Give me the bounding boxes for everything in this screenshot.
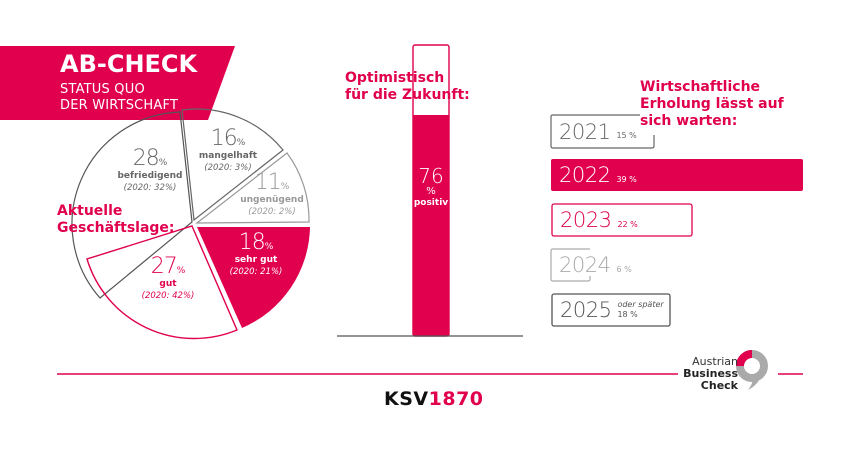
pie-slice-sehr-gut xyxy=(197,227,310,328)
year-pct: 15 % xyxy=(616,131,637,140)
pie-label-befriedigend: 28% befriedigend (2020: 32%) xyxy=(110,148,190,194)
year-row-2025: 2025 oder später 18 % xyxy=(552,294,664,326)
pie-slice-mangelhaft xyxy=(181,108,284,222)
year-box-2025-border xyxy=(551,293,671,327)
optimism-pct: % xyxy=(426,186,436,197)
optimism-heading: Optimistisch für die Zukunft: xyxy=(345,70,470,104)
pie-heading: Aktuelle Geschäftslage: xyxy=(57,203,175,237)
year-pct: 22 % xyxy=(617,219,638,229)
pie-slice-gut xyxy=(86,225,238,340)
abc-line2: Business xyxy=(683,367,738,380)
ksv1870-logo: KSV1870 xyxy=(384,388,484,410)
year-label: 2022 xyxy=(559,163,611,187)
ksv-logo-text: KSV xyxy=(384,388,429,410)
year-label: 2023 xyxy=(560,208,612,232)
slice-pct: % xyxy=(176,266,186,276)
slice-value: 11 xyxy=(254,170,282,195)
pie-label-mangelhaft: 16% mangelhaft (2020: 3%) xyxy=(190,128,266,174)
slice-pct: % xyxy=(280,182,290,192)
year-note-block: oder später 18 % xyxy=(617,300,663,320)
banner-subtitle-line1: STATUS QUO xyxy=(60,82,145,97)
slice-name: ungenügend xyxy=(240,195,304,205)
year-label: 2025 xyxy=(560,298,612,322)
recovery-heading-line1: Wirtschaftliche xyxy=(640,79,761,95)
austrian-business-check-logo-text: Austrian Business Check xyxy=(680,356,738,392)
year-row-2021: 2021 15 % xyxy=(551,115,637,148)
slice-name: mangelhaft xyxy=(198,151,258,161)
recovery-heading-line2: Erholung lässt auf xyxy=(640,96,784,112)
slice-prev: (2020: 42%) xyxy=(141,291,195,301)
slice-prev: (2020: 21%) xyxy=(229,267,283,277)
slice-pct: % xyxy=(158,158,168,168)
optimism-bar-fill xyxy=(413,115,449,336)
recovery-heading: Wirtschaftliche Erholung lässt auf sich … xyxy=(640,79,784,130)
year-pct: 6 % xyxy=(616,264,632,274)
pie-heading-line1: Aktuelle xyxy=(57,203,123,219)
slice-prev: (2020: 32%) xyxy=(123,183,177,193)
year-label: 2024 xyxy=(559,253,611,277)
slice-name: befriedigend xyxy=(117,171,183,181)
pie-heading-line2: Geschäftslage: xyxy=(57,220,175,236)
year-row-2023: 2023 22 % xyxy=(552,204,638,236)
austrian-business-check-logo-icon xyxy=(736,350,768,390)
slice-name: gut xyxy=(159,279,177,289)
slice-value: 18 xyxy=(238,230,266,255)
optimism-heading-line2: für die Zukunft: xyxy=(345,87,470,103)
year-pct: 18 % xyxy=(617,310,638,319)
slice-value: 28 xyxy=(132,146,160,171)
slice-name: sehr gut xyxy=(234,255,278,265)
year-box-2021-border xyxy=(550,114,655,149)
optimism-label: positiv xyxy=(413,198,449,208)
year-note: oder später xyxy=(617,300,664,309)
title-banner xyxy=(0,46,235,120)
year-pct: 39 % xyxy=(616,174,637,184)
abc-line3: Check xyxy=(700,379,738,392)
pie-label-ungenuegend: 11% ungenügend (2020: 2%) xyxy=(236,172,308,218)
banner-subtitle-line2: DER WIRTSCHAFT xyxy=(60,98,179,113)
pie-label-sehr-gut: 18% sehr gut (2020: 21%) xyxy=(218,232,294,278)
year-row-2024: 2024 6 % xyxy=(551,249,632,281)
pie-slice-ungenuegend xyxy=(195,152,310,224)
year-box-2024-border xyxy=(550,248,591,282)
optimism-value: 76 xyxy=(418,164,444,188)
abc-line1: Austrian xyxy=(692,355,738,368)
banner-title: AB-CHECK xyxy=(60,50,198,78)
year-box-2023-border xyxy=(551,203,693,237)
slice-value: 16 xyxy=(210,126,238,151)
ksv-logo-number: 1870 xyxy=(428,388,484,410)
slice-pct: % xyxy=(236,138,246,148)
slice-value: 27 xyxy=(150,254,178,279)
recovery-heading-line3: sich warten: xyxy=(640,113,738,129)
optimism-heading-line1: Optimistisch xyxy=(345,70,445,86)
year-row-2022: 2022 39 % xyxy=(551,159,637,191)
year-box-2022-fill xyxy=(551,159,803,191)
year-label: 2021 xyxy=(559,119,611,144)
slice-pct: % xyxy=(264,242,274,252)
optimism-bar-label: 76 % positiv xyxy=(413,166,449,209)
slice-prev: (2020: 2%) xyxy=(248,207,296,217)
slice-prev: (2020: 3%) xyxy=(204,163,252,173)
pie-label-gut: 27% gut (2020: 42%) xyxy=(130,256,206,302)
pie-slice-befriedigend xyxy=(71,111,193,299)
